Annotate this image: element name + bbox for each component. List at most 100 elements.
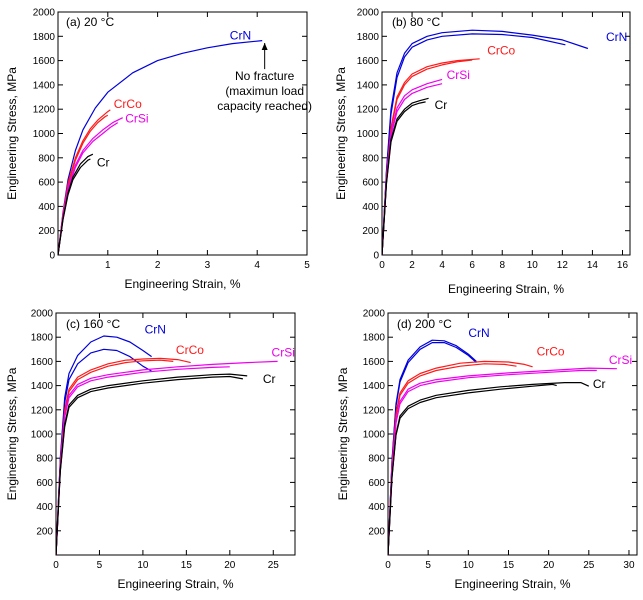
y-tick-label: 1000 (33, 129, 56, 140)
x-axis-label: Engineering Strain, % (124, 277, 240, 291)
series-label-crn: CrN (230, 28, 251, 42)
y-tick-label: 1600 (31, 357, 54, 368)
series-line-crn-2 (388, 342, 477, 555)
chart-panel-1: 1 2 3 4 5 0 200 400 600 800 1000 1200 1400 1600 1800 20… (5, 8, 312, 292)
series-line-crn-1 (58, 40, 263, 255)
chart-panel-2: 0 2 4 6 8 10 12 14 16 0 200 400 600 800 1000 1200 1400 16… (334, 8, 631, 296)
series-line-cr-1 (382, 97, 429, 255)
series-label-crco: CrCo (176, 343, 204, 357)
series-line-crn-2 (382, 33, 566, 255)
series-label-crn: CrN (606, 30, 627, 44)
y-tick-label: 1400 (33, 80, 56, 91)
y-tick-label: 2000 (357, 8, 380, 19)
annotation-line-3: capacity reached) (217, 99, 312, 113)
x-tick-label: 10 (137, 560, 149, 571)
series-line-cr-1 (56, 373, 248, 555)
y-tick-label: 1600 (33, 56, 56, 67)
series-line-cr-2 (382, 101, 426, 255)
y-tick-label: 800 (36, 454, 53, 465)
x-tick-label: 14 (587, 260, 599, 271)
x-tick-label: 25 (268, 560, 280, 571)
x-tick-label: 4 (254, 260, 260, 271)
y-tick-label: 1200 (363, 405, 386, 416)
y-tick-label: 1200 (33, 105, 56, 116)
series-line-crn-2 (56, 348, 152, 555)
annotation-line-2: (maximun load (225, 84, 304, 98)
x-tick-label: 0 (379, 260, 385, 271)
panel-title: (d) 200 °C (397, 317, 452, 331)
x-tick-label: 16 (617, 260, 629, 271)
annotation-line-1: No fracture (235, 69, 295, 83)
x-tick-label: 2 (155, 260, 161, 271)
series-label-crsi: CrSi (272, 346, 295, 360)
y-tick-label: 1400 (31, 381, 54, 392)
y-tick-label: 400 (36, 502, 53, 513)
series-line-cr-2 (58, 158, 91, 255)
x-tick-label: 10 (527, 260, 539, 271)
series-line-cr-2 (56, 375, 244, 555)
x-axis-label: Engineering Strain, % (117, 577, 233, 591)
y-tick-label: 0 (373, 251, 379, 262)
series-label-crco: CrCo (537, 344, 565, 358)
y-tick-label: 1000 (31, 430, 54, 441)
series-line-crco-2 (58, 114, 109, 255)
y-tick-label: 400 (38, 202, 55, 213)
panel-title: (a) 20 °C (66, 15, 114, 29)
annotation-arrow-head (261, 42, 268, 50)
series-label-crsi: CrSi (125, 112, 148, 126)
y-tick-label: 800 (38, 153, 55, 164)
plot-frame (57, 11, 308, 256)
series-line-crn-1 (56, 335, 152, 555)
y-tick-label: 200 (38, 226, 55, 237)
series-line-cr-1 (388, 382, 590, 555)
x-axis-label: Engineering Strain, % (454, 577, 570, 591)
series-line-cr-1 (58, 153, 94, 255)
series-label-crsi: CrSi (609, 353, 632, 367)
series-label-crco: CrCo (487, 44, 515, 58)
series-lines (58, 40, 263, 255)
y-tick-label: 2000 (363, 309, 386, 320)
x-tick-label: 5 (97, 560, 103, 571)
series-line-crsi-1 (388, 367, 617, 555)
x-tick-label: 1 (105, 260, 111, 271)
panel-title: (c) 160 °C (66, 317, 120, 331)
series-lines (382, 29, 589, 255)
x-tick-label: 20 (224, 560, 236, 571)
y-tick-label: 1800 (363, 333, 386, 344)
x-tick-label: 0 (53, 560, 59, 571)
y-tick-label: 2000 (33, 8, 56, 19)
y-tick-label: 400 (362, 202, 379, 213)
series-lines (388, 339, 617, 555)
x-tick-label: 15 (181, 560, 193, 571)
chart-panel-3: 0 5 10 15 20 25 200 400 600 800 1000 1200 1400 1600 18… (5, 309, 296, 591)
y-tick-label: 1600 (363, 357, 386, 368)
x-tick-label: 30 (623, 560, 635, 571)
y-tick-label: 600 (368, 478, 385, 489)
series-label-crn: CrN (145, 323, 166, 337)
x-tick-label: 6 (469, 260, 475, 271)
x-tick-label: 20 (543, 560, 555, 571)
chart-panel-4: 0 5 10 15 20 25 30 200 400 600 800 1000 1200 1400 1600… (336, 309, 638, 591)
x-tick-label: 8 (499, 260, 505, 271)
x-tick-label: 3 (205, 260, 211, 271)
series-line-crsi-2 (388, 369, 597, 555)
series-label-crsi: CrSi (447, 68, 470, 82)
y-tick-label: 800 (368, 454, 385, 465)
series-label-cr: Cr (435, 98, 448, 112)
y-tick-label: 400 (368, 502, 385, 513)
series-line-crco-1 (58, 109, 111, 255)
y-tick-label: 1200 (357, 105, 380, 116)
series-label-cr: Cr (263, 372, 276, 386)
y-axis-label: Engineering Stress, MPa (334, 67, 348, 200)
y-tick-label: 1800 (31, 333, 54, 344)
y-tick-label: 200 (36, 526, 53, 537)
series-label-cr: Cr (97, 155, 110, 169)
y-axis-label: Engineering Stress, MPa (5, 67, 19, 200)
y-tick-label: 1400 (357, 80, 380, 91)
x-tick-label: 15 (503, 560, 515, 571)
series-label-crco: CrCo (114, 97, 142, 111)
series-label-crn: CrN (468, 326, 489, 340)
x-tick-label: 0 (385, 560, 391, 571)
y-tick-label: 1400 (363, 381, 386, 392)
